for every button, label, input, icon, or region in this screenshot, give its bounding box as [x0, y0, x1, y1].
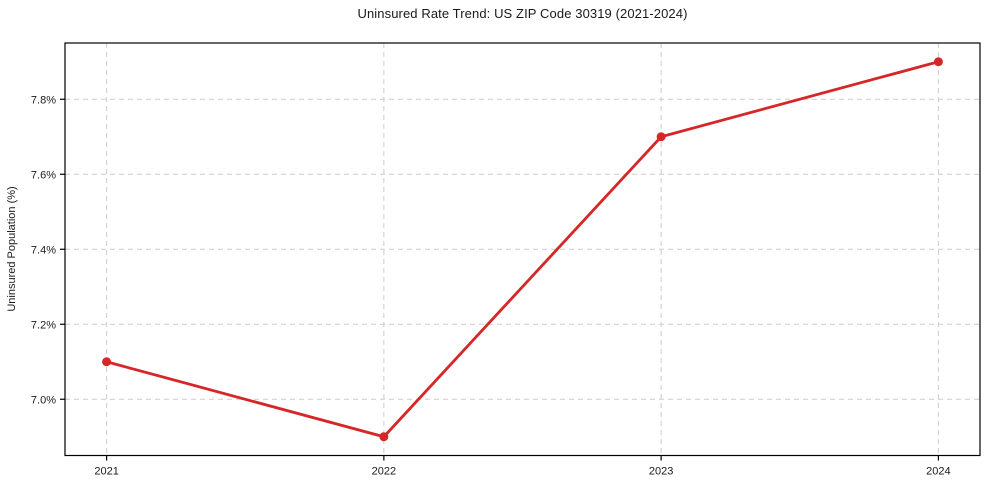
y-axis-label: Uninsured Population (%)	[6, 186, 18, 311]
x-tick-label: 2022	[372, 466, 396, 478]
y-tick-label: 7.2%	[31, 319, 56, 331]
y-tick-label: 7.4%	[31, 244, 56, 256]
y-tick-label: 7.8%	[31, 94, 56, 106]
x-tick-label: 2024	[926, 466, 950, 478]
data-line	[105, 60, 940, 439]
data-point-marker	[656, 132, 666, 142]
chart-title: Uninsured Rate Trend: US ZIP Code 30319 …	[357, 6, 688, 21]
data-point-marker	[933, 57, 943, 67]
data-point-marker	[102, 357, 112, 367]
plot-border	[64, 42, 981, 457]
x-tick-label: 2021	[94, 466, 118, 478]
y-tick-label: 7.6%	[31, 169, 56, 181]
y-tick-label: 7.0%	[31, 394, 56, 406]
x-tick-label: 2023	[649, 466, 673, 478]
data-point-marker	[379, 432, 389, 442]
